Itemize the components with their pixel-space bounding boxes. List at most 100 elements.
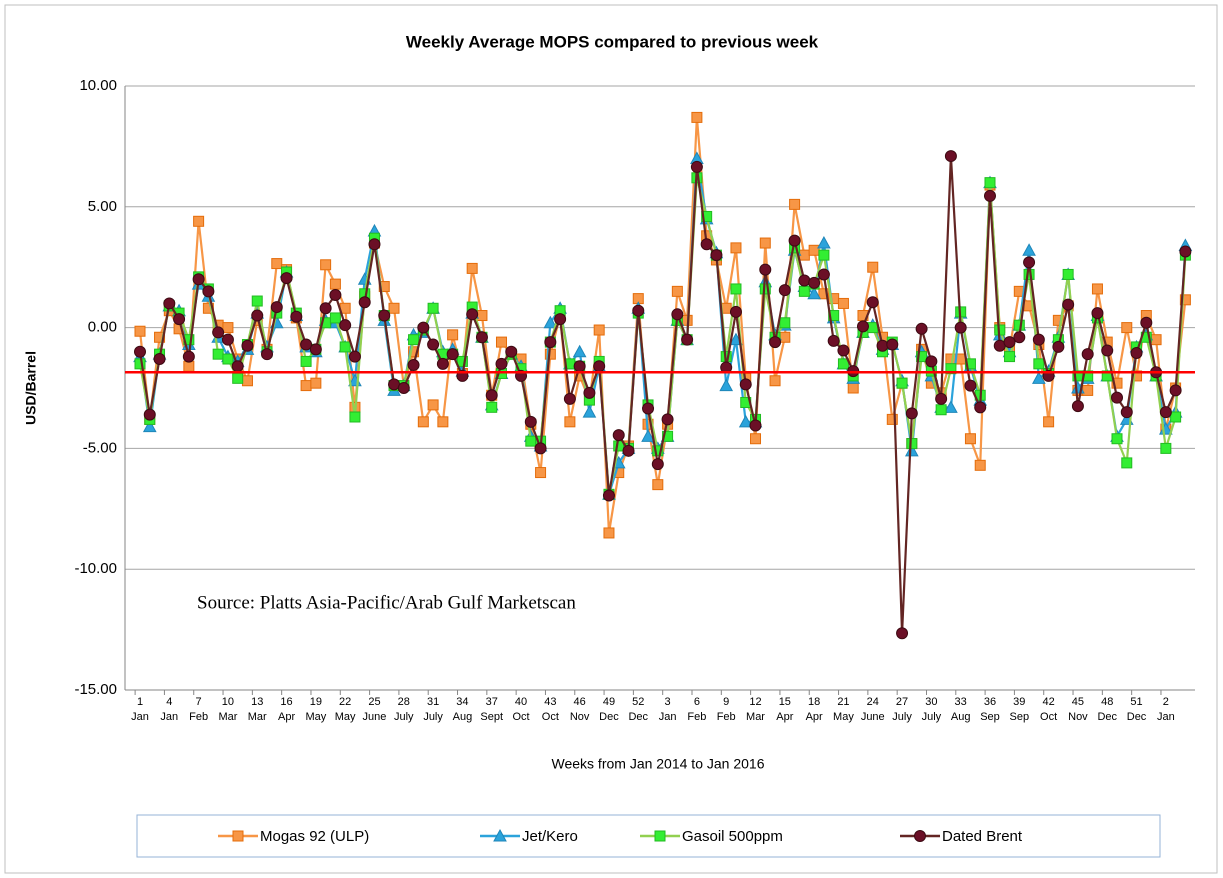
- marker: [847, 382, 859, 394]
- marker: [867, 322, 879, 334]
- marker: [769, 375, 781, 387]
- marker: [583, 386, 596, 399]
- marker: [153, 353, 166, 366]
- marker: [1082, 384, 1094, 396]
- marker: [417, 416, 429, 428]
- marker: [320, 259, 332, 271]
- marker: [1170, 411, 1182, 423]
- marker: [505, 345, 518, 358]
- marker: [525, 435, 537, 447]
- source-annotation: Source: Platts Asia-Pacific/Arab Gulf Ma…: [197, 592, 576, 613]
- marker: [329, 312, 341, 324]
- x-tick-label: 30 July: [922, 696, 942, 723]
- y-axis-label: USD/Barrel: [23, 351, 39, 425]
- marker: [837, 358, 849, 370]
- marker: [572, 344, 587, 358]
- marker: [886, 338, 899, 351]
- marker: [749, 419, 762, 432]
- legend-label: Dated Brent: [942, 828, 1023, 845]
- chart-title: Weekly Average MOPS compared to previous…: [406, 32, 819, 51]
- x-tick-label: 48 Dec: [1097, 696, 1117, 723]
- marker: [1111, 391, 1123, 404]
- marker: [466, 308, 479, 321]
- marker: [817, 235, 831, 249]
- marker: [134, 325, 146, 337]
- marker: [154, 331, 166, 343]
- marker: [280, 272, 293, 285]
- marker: [417, 321, 430, 334]
- marker: [593, 360, 606, 373]
- marker: [554, 313, 567, 326]
- marker: [300, 338, 313, 351]
- y-tick-label: -15.00: [74, 681, 117, 698]
- marker: [641, 429, 655, 442]
- marker: [632, 304, 645, 317]
- marker: [798, 285, 810, 297]
- marker: [573, 360, 586, 373]
- marker: [476, 310, 488, 322]
- marker: [652, 445, 664, 457]
- marker: [904, 443, 919, 457]
- x-tick-label: 24 June: [861, 696, 885, 723]
- marker: [339, 341, 351, 353]
- marker: [582, 405, 597, 418]
- x-tick-label: 49 Dec: [599, 696, 619, 723]
- marker: [212, 348, 224, 360]
- marker: [427, 302, 439, 314]
- marker: [778, 284, 791, 297]
- marker: [739, 378, 752, 391]
- marker: [309, 343, 322, 356]
- marker: [964, 379, 977, 392]
- marker: [730, 242, 742, 254]
- marker: [251, 295, 263, 307]
- marker: [593, 324, 605, 336]
- marker: [1111, 433, 1123, 445]
- marker: [691, 111, 703, 123]
- marker: [1169, 384, 1182, 397]
- marker: [750, 433, 762, 445]
- marker: [437, 416, 449, 428]
- marker: [964, 358, 976, 370]
- marker: [984, 177, 996, 189]
- legend-label: Gasoil 500ppm: [682, 828, 783, 845]
- marker: [896, 627, 909, 640]
- x-tick-label: 31 July: [423, 696, 443, 723]
- x-tick-label: 34 Aug: [453, 696, 473, 723]
- marker: [495, 357, 508, 370]
- marker: [534, 442, 547, 455]
- marker: [827, 334, 840, 347]
- x-tick-label: 19 May: [305, 696, 326, 723]
- legend-marker: [914, 830, 926, 842]
- y-tick-label: -5.00: [83, 439, 117, 456]
- marker: [856, 320, 869, 333]
- marker: [368, 238, 381, 251]
- marker: [397, 382, 410, 394]
- marker: [925, 355, 938, 368]
- marker: [1062, 298, 1075, 311]
- series-3: [134, 150, 1192, 640]
- marker: [408, 334, 420, 346]
- marker: [944, 150, 957, 163]
- legend-marker: [493, 828, 507, 842]
- marker: [738, 414, 753, 428]
- marker: [1013, 319, 1025, 331]
- marker: [231, 360, 244, 373]
- marker: [1121, 457, 1133, 469]
- x-tick-label: 16 Apr: [278, 696, 295, 723]
- marker: [866, 296, 879, 309]
- x-tick-label: 13 Mar: [248, 696, 267, 723]
- x-tick-label: 22 May: [335, 696, 356, 723]
- marker: [495, 336, 507, 348]
- y-tick-label: 10.00: [79, 77, 117, 94]
- marker: [319, 302, 332, 315]
- marker: [241, 375, 253, 387]
- y-tick-label: -10.00: [74, 560, 117, 577]
- marker: [202, 285, 215, 298]
- x-tick-label: 1 Jan: [131, 696, 149, 723]
- marker: [436, 357, 449, 370]
- marker: [261, 348, 274, 361]
- x-tick-label: 42 Oct: [1040, 696, 1057, 723]
- marker: [935, 392, 948, 405]
